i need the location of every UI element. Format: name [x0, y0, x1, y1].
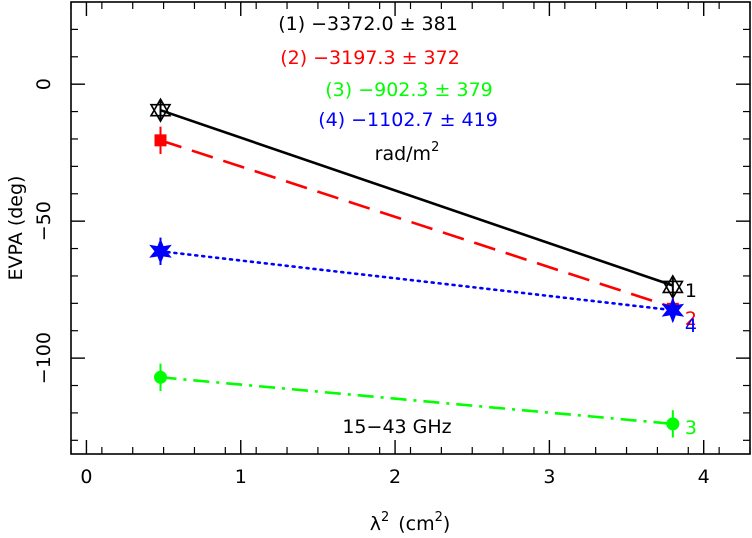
axis-ticks [70, 2, 751, 454]
x-label-unit-close: ) [443, 513, 450, 535]
series-label-2: 2 [685, 308, 697, 330]
x-label-unit: (cm [398, 513, 434, 535]
point-3 [154, 370, 168, 384]
plot-frame [70, 1, 751, 455]
series-label-1: 1 [685, 280, 697, 302]
x-label-symbol-sup: 2 [381, 510, 389, 525]
y-tick-label: −50 [33, 201, 55, 241]
point-1-inner [149, 103, 172, 123]
fit-lines [159, 108, 675, 426]
series-label-3: 3 [685, 417, 697, 439]
y-axis-label: EVPA (deg) [5, 176, 27, 281]
fit-line-2 [160, 139, 674, 309]
y-tick-label: 0 [33, 78, 55, 90]
rm-entry-2: (2) −3197.3 ± 372 [280, 47, 460, 69]
y-tick-label: −100 [33, 332, 55, 384]
point-4 [661, 297, 685, 324]
point-3 [666, 417, 680, 431]
point-1-inner [661, 280, 684, 300]
series-label-4: 4 [685, 315, 697, 337]
data-points [149, 97, 685, 438]
x-tick-label: 4 [698, 466, 710, 488]
x-tick-label: 0 [80, 466, 92, 488]
rm-entry-4: (4) −1102.7 ± 419 [318, 109, 498, 131]
point-1 [661, 274, 684, 294]
frequency-annotation: 15−43 GHz [342, 416, 451, 438]
point-4 [149, 238, 172, 265]
rm-entry-3: (3) −902.3 ± 379 [325, 79, 493, 101]
x-tick-label: 1 [235, 466, 247, 488]
rm-unit: rad/m2 [375, 140, 440, 165]
point-2 [154, 134, 167, 147]
series-end-labels: 1 2 3 4 [685, 280, 697, 439]
x-tick-label: 3 [543, 466, 555, 488]
x-tick-label: 2 [389, 466, 401, 488]
fit-line-4 [159, 249, 675, 312]
rotation-measure-legend: (1) −3372.0 ± 381 (2) −3197.3 ± 372 (3) … [278, 13, 498, 165]
axis-tick-labels: 0 1 2 3 4 0 −50 −100 [33, 78, 710, 488]
fit-line-1 [160, 108, 674, 287]
x-label-unit-sup: 2 [435, 510, 443, 525]
x-label-symbol: λ [370, 513, 381, 535]
point-1 [149, 97, 172, 117]
rm-entry-1: (1) −3372.0 ± 381 [278, 13, 458, 35]
x-axis-label: λ2 (cm2) [370, 510, 451, 535]
